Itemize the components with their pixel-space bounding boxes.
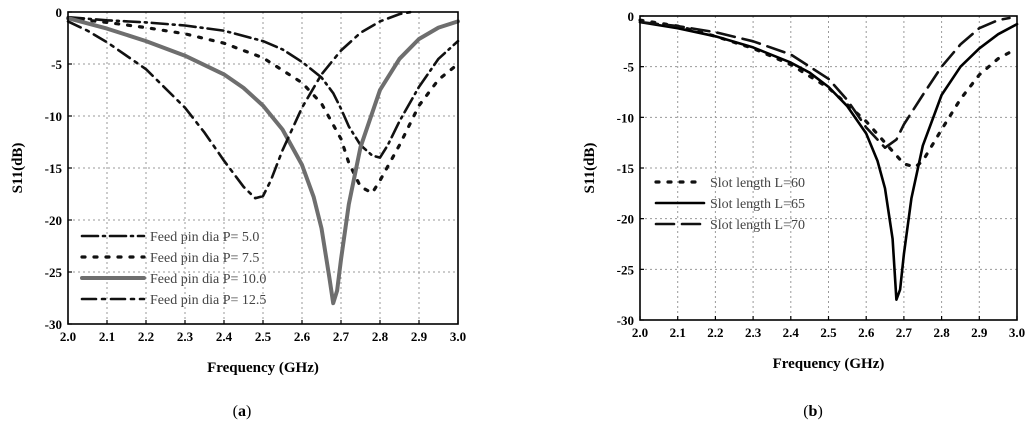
- legend-entry: Slot length L=65: [710, 197, 805, 212]
- y-tick-label: -25: [45, 265, 63, 280]
- x-tick-label: 2.3: [177, 329, 194, 344]
- y-tick-label: 0: [628, 9, 635, 24]
- x-tick-label: 2.7: [333, 329, 350, 344]
- series-line-2: [638, 20, 1019, 301]
- y-tick-label: -5: [51, 57, 62, 72]
- x-tick-label: 2.6: [858, 325, 875, 340]
- legend-entry: Feed pin dia P= 12.5: [150, 293, 266, 308]
- y-tick-label: -20: [45, 213, 62, 228]
- y-tick-label: -25: [617, 262, 635, 277]
- legend-entry: Feed pin dia P= 10.0: [150, 272, 266, 287]
- legend-entry: Slot length L=70: [710, 218, 805, 233]
- y-tick-label: -30: [45, 317, 62, 332]
- legend: Slot length L=60 Slot length L=65 Slot len…: [654, 176, 805, 233]
- y-tick-label: -30: [617, 313, 634, 328]
- series-line-4: [66, 10, 413, 200]
- x-tick-label: 2.1: [670, 325, 686, 340]
- x-tick-label: 2.1: [99, 329, 115, 344]
- x-tick-label: 2.0: [60, 329, 76, 344]
- y-tick-label: -5: [623, 60, 634, 75]
- x-tick-label: 2.4: [783, 325, 800, 340]
- y-tick-label: -20: [617, 212, 634, 227]
- panel-caption: (b): [803, 403, 823, 420]
- x-tick-label: 2.5: [255, 329, 272, 344]
- x-tick-label: 2.2: [138, 329, 154, 344]
- y-axis-label: S11(dB): [582, 143, 598, 194]
- x-tick-label: 3.0: [450, 329, 466, 344]
- y-axis-label: S11(dB): [10, 143, 26, 194]
- x-tick-label: 2.2: [707, 325, 723, 340]
- x-axis-label: Frequency (GHz): [207, 360, 319, 376]
- x-tick-label: 2.8: [372, 329, 389, 344]
- x-tick-label: 2.9: [971, 325, 988, 340]
- x-tick-label: 2.5: [820, 325, 837, 340]
- x-axis-label: Frequency (GHz): [773, 356, 885, 372]
- series-line-1: [638, 18, 1012, 169]
- panel-caption: (a): [233, 403, 252, 420]
- x-tick-label: 2.3: [745, 325, 762, 340]
- y-tick-label: 0: [56, 5, 63, 20]
- x-tick-label: 2.8: [933, 325, 950, 340]
- legend: Feed pin dia P= 5.0 Feed pin dia P= 7.5 Fe…: [80, 230, 266, 308]
- x-tick-label: 3.0: [1009, 325, 1025, 340]
- y-tick-label: -10: [617, 110, 634, 125]
- x-tick-label: 2.4: [216, 329, 233, 344]
- y-tick-label: -10: [45, 109, 62, 124]
- x-tick-label: 2.0: [632, 325, 648, 340]
- series-line-2: [66, 16, 460, 195]
- x-tick-label: 2.6: [294, 329, 311, 344]
- chart-panel-a: 2.0 2.1 2.2 2.3 2.4 2.5 2.6 2.7 2.8 2.9 3.0 0 -5 -10 -…: [10, 5, 466, 420]
- series-line-3: [66, 16, 460, 306]
- y-tick-label: -15: [45, 161, 63, 176]
- series-line-3: [638, 16, 1011, 149]
- x-tick-label: 2.7: [896, 325, 913, 340]
- legend-entry: Feed pin dia P= 5.0: [150, 230, 259, 245]
- chart-panel-b: 2.0 2.1 2.2 2.3 2.4 2.5 2.6 2.7 2.8 2.9 3.0 0 -5 -10 -…: [582, 9, 1025, 420]
- x-tick-label: 2.9: [411, 329, 428, 344]
- y-tick-label: -15: [617, 161, 635, 176]
- series-line-1: [66, 15, 460, 159]
- legend-entry: Feed pin dia P= 7.5: [150, 251, 259, 266]
- legend-entry: Slot length L=60: [710, 176, 805, 191]
